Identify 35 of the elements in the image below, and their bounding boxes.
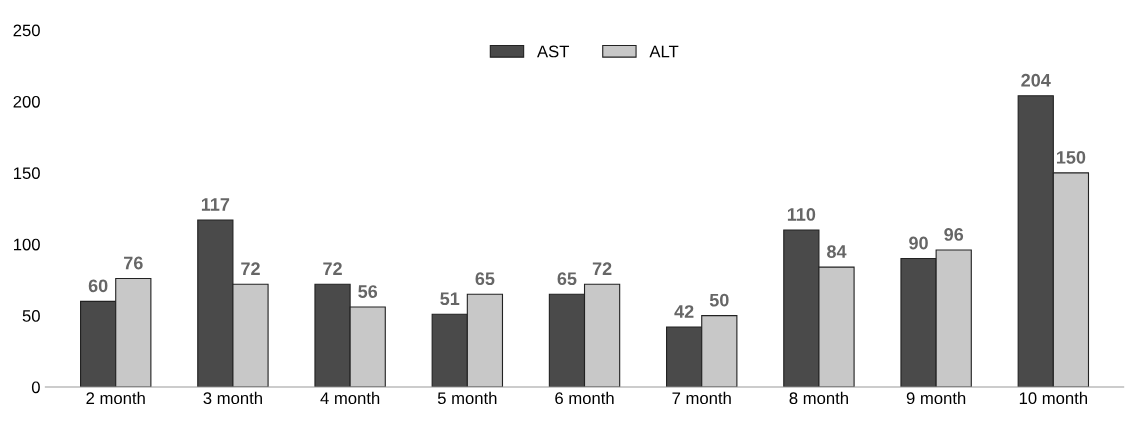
data-label: 72 (323, 262, 342, 275)
x-tick-label: 7 month (672, 391, 731, 405)
data-label: 117 (201, 198, 230, 211)
x-tick-label: 4 month (320, 391, 380, 405)
y-tick-label: 200 (13, 95, 40, 108)
data-label: 96 (944, 228, 964, 241)
data-label: 42 (674, 305, 694, 318)
data-label: 51 (440, 292, 460, 306)
y-tick-label: 100 (14, 238, 40, 251)
x-tick-label: 9 month (906, 391, 966, 405)
data-label: 72 (241, 262, 260, 275)
legend-label: AST (537, 45, 570, 58)
y-tick-label: 250 (13, 24, 40, 37)
y-tick-label: 150 (14, 167, 40, 180)
data-label: 204 (1021, 73, 1051, 87)
x-tick-label: 8 month (789, 391, 848, 405)
data-label: 65 (557, 272, 577, 286)
legend-label: ALT (649, 45, 679, 58)
x-tick-label: 3 month (203, 391, 262, 405)
x-tick-label: 10 month (1019, 391, 1087, 405)
y-tick-label: 50 (22, 310, 40, 322)
data-label: 60 (88, 279, 108, 293)
y-tick-label: 0 (31, 381, 40, 394)
data-label: 72 (592, 262, 612, 275)
data-label: 56 (358, 285, 378, 298)
data-label: 90 (909, 236, 928, 250)
data-label: 84 (827, 245, 847, 258)
x-tick-label: 2 month (86, 391, 145, 405)
data-label: 76 (124, 256, 143, 270)
x-tick-label: 5 month (437, 391, 497, 405)
x-tick-label: 6 month (555, 391, 614, 405)
data-label: 65 (475, 272, 495, 286)
data-label: 150 (1056, 150, 1086, 164)
data-label: 110 (787, 208, 816, 221)
data-label: 50 (709, 293, 729, 307)
